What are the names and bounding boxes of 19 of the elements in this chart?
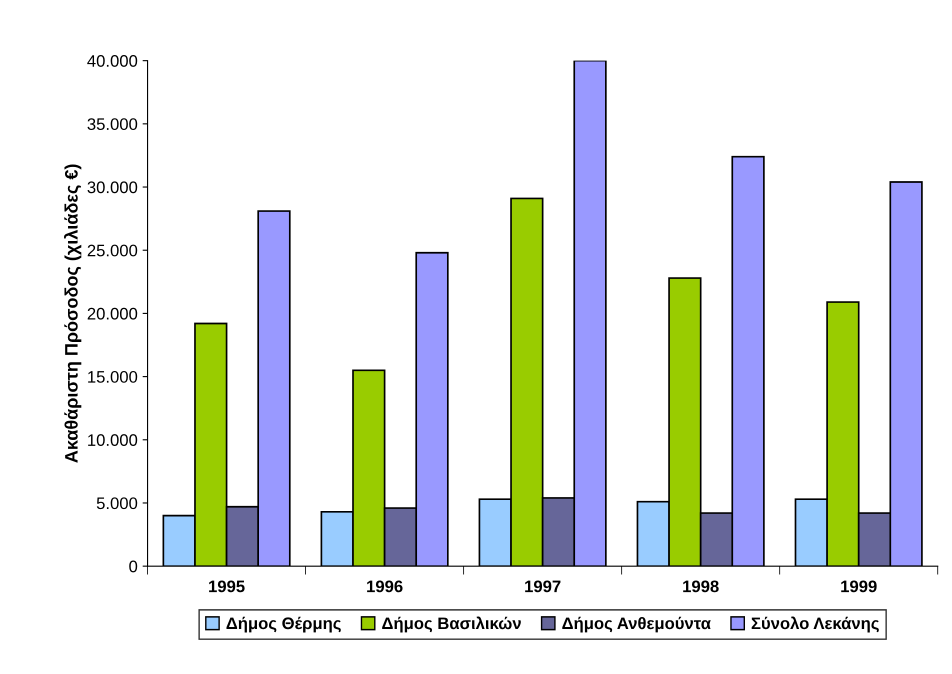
y-tick-label: 15.000 <box>88 371 138 383</box>
y-tick-label: 30.000 <box>88 181 138 194</box>
legend-label: Δήμος Ανθεμούντα <box>562 616 711 632</box>
legend-label: Σύνολο Λεκάνης <box>752 616 879 632</box>
y-tick-label: 5.000 <box>96 497 138 510</box>
legend-label: Δήμος Βασιλικών <box>382 616 521 632</box>
y-tick-label: 35.000 <box>88 118 138 130</box>
y-tick-label: 40.000 <box>87 55 138 67</box>
x-tick-label: 1997 <box>525 580 560 592</box>
x-tick-label: 1996 <box>367 580 403 592</box>
y-tick-label: 0 <box>129 560 138 572</box>
y-tick-label: 20.000 <box>88 308 138 320</box>
y-tick-label: 25.000 <box>88 244 138 256</box>
x-tick-label: 1998 <box>683 580 719 592</box>
y-tick-label: 10.000 <box>88 434 138 446</box>
legend-label: Δήμος Θέρμης <box>226 616 341 633</box>
y-axis-title: Ακαθάριστη Πρόσοδος (χιλιάδες €) <box>64 164 82 463</box>
x-tick-label: 1999 <box>841 580 877 592</box>
x-tick-label: 1995 <box>209 580 245 592</box>
